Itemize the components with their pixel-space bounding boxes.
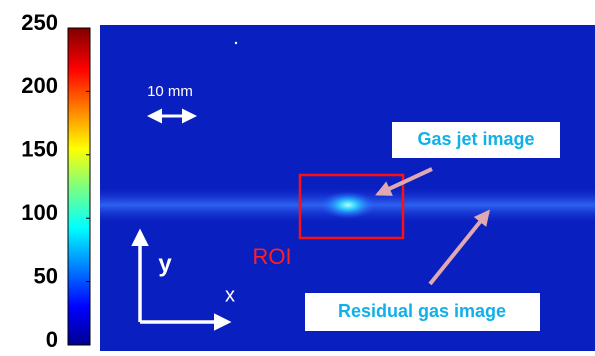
- page: {"colorbar": {"lim": [0, 250], "ticks": …: [0, 0, 595, 351]
- hot-pixel: [235, 42, 237, 44]
- tick-label: 0: [46, 327, 58, 351]
- figure: 0 50 100 150 200 250 10 mm ROI y x Gas jet im…: [0, 0, 595, 351]
- residual-label: Residual gas image: [338, 301, 506, 321]
- gas-jet-label: Gas jet image: [417, 129, 534, 149]
- tick-label: 100: [21, 200, 58, 225]
- scale-label: 10 mm: [147, 83, 193, 100]
- tick-label: 150: [21, 137, 58, 162]
- tick-label: 250: [21, 10, 58, 35]
- colorbar: [68, 28, 90, 345]
- y-axis-label: y: [158, 250, 172, 277]
- tick-label: 50: [34, 263, 58, 288]
- tick-label: 200: [21, 73, 58, 98]
- roi-label: ROI: [252, 244, 291, 269]
- jet-spot: [320, 191, 376, 219]
- x-axis-label: x: [225, 284, 235, 306]
